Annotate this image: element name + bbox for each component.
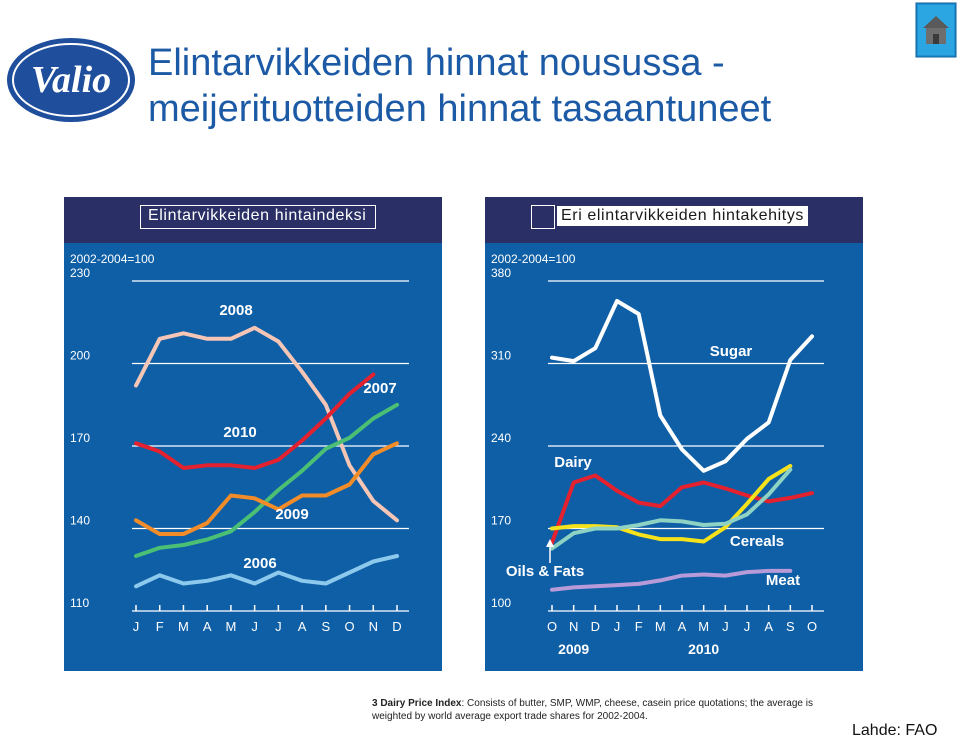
x-tick-label: S [786,619,795,634]
x-tick-label: N [369,619,378,634]
series-line-cereals [550,464,793,544]
year-label: 2009 [558,641,589,657]
x-tick-label: F [635,619,643,634]
x-tick-label: N [569,619,578,634]
x-tick-label: S [321,619,330,634]
series-line-dairy [550,473,814,545]
series-line-2009 [134,441,399,536]
caption-box [531,205,555,229]
x-tick-label: M [225,619,236,634]
chart-panel-food-price-index: Elintarvikkeiden hintaindeksi 2002-2004=… [64,197,442,671]
series-line-2006 [134,554,399,589]
y-tick-label: 100 [491,596,511,610]
x-tick-label: J [614,619,621,634]
page-title: Elintarvikkeiden hinnat nousussa - meije… [148,40,848,132]
x-tick-label: J [744,619,751,634]
series-line-oils-fats [550,467,793,551]
x-tick-label: J [275,619,282,634]
series-line-meat [550,568,793,592]
series-label: Oils & Fats [506,563,584,580]
year-label: 2010 [688,641,719,657]
y-tick-label: 170 [70,431,90,445]
title-line-1: Elintarvikkeiden hinnat nousussa - [148,42,725,84]
caption-box [140,205,376,229]
index-note: 2002-2004=100 [491,252,576,266]
series-label: 2009 [275,506,308,523]
x-tick-label: A [678,619,687,634]
x-tick-label: A [203,619,212,634]
annotation-arrowhead [546,539,554,547]
x-tick-label: F [156,619,164,634]
y-tick-label: 200 [70,349,90,363]
series-label: 2010 [223,424,256,441]
x-tick-label: M [698,619,709,634]
series-label: 2008 [219,302,252,319]
series-label: 2007 [363,380,396,397]
source-label: Lahde: FAO [852,722,938,739]
x-tick-label: M [655,619,666,634]
title-line-2: meijerituotteiden hinnat tasaantuneet [148,88,772,130]
y-tick-label: 230 [70,266,90,280]
home-icon[interactable] [915,2,957,58]
footnote-text: : Consists of butter, SMP, WMP, cheese, … [372,698,813,722]
y-tick-label: 140 [70,514,90,528]
footnote: 3 Dairy Price Index: Consists of butter,… [372,697,832,723]
panel-header [64,197,442,243]
y-tick-label: 240 [491,431,511,445]
chart-title: Elintarvikkeiden hintaindeksi [148,207,367,224]
series-line-sugar [550,299,814,473]
series-line-2010 [134,372,376,470]
y-tick-label: 110 [70,596,89,610]
chart-title: Eri elintarvikkeiden hintakehitys [557,206,809,226]
y-tick-label: 310 [491,349,511,363]
series-label: Sugar [710,343,753,360]
valio-logo: Valio [7,38,135,122]
series-line-2008 [134,325,399,523]
footnote-label: 3 Dairy Price Index [372,698,462,709]
series-label: Dairy [554,454,592,471]
x-tick-label: D [392,619,401,634]
x-tick-label: O [344,619,354,634]
y-tick-label: 170 [491,514,511,528]
series-label: Cereals [730,533,784,550]
x-tick-label: A [298,619,307,634]
x-tick-label: O [547,619,557,634]
logo-text: Valio [31,59,111,101]
x-tick-label: M [178,619,189,634]
x-tick-label: J [133,619,140,634]
x-tick-label: O [807,619,817,634]
x-tick-label: J [722,619,729,634]
series-line-2007 [134,402,399,558]
y-tick-label: 380 [491,266,511,280]
x-tick-label: J [251,619,257,634]
x-tick-label: D [591,619,600,634]
series-label: Meat [766,572,800,589]
x-tick-label: A [764,619,773,634]
chart-panel-commodity-prices: Eri elintarvikkeiden hintakehitys 2002-2… [485,197,863,671]
index-note: 2002-2004=100 [70,252,155,266]
series-label: 2006 [243,555,276,572]
